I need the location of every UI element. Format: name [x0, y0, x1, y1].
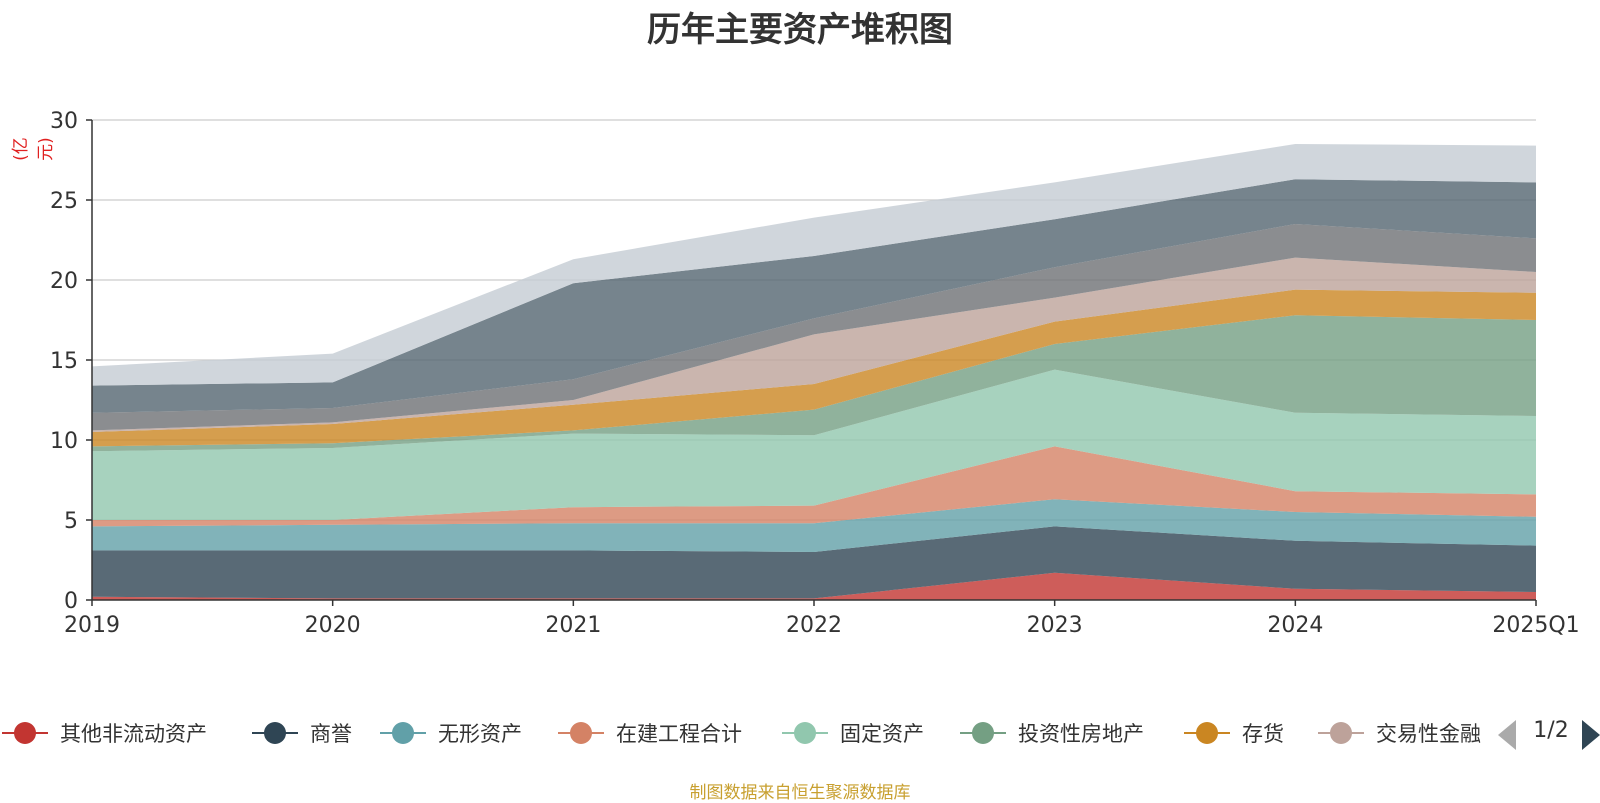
legend-label-0: 其他非流动资产 [60, 722, 207, 746]
y-tick-label-3: 15 [50, 349, 78, 374]
source-note: 制图数据来自恒生聚源数据库 [689, 783, 911, 803]
x-tick-label-4: 2023 [1027, 613, 1083, 638]
legend-item-0[interactable]: 其他非流动资产 [0, 713, 207, 753]
x-tick-label-1: 2020 [305, 613, 361, 638]
legend-items: 其他非流动资产 商誉 无形资产 在建工程合计 固定资产 投资性房地产 存货 交易性金融资产 [0, 713, 1482, 753]
legend-label-4: 固定资产 [840, 722, 924, 746]
legend-label-3: 在建工程合计 [616, 722, 742, 746]
area-series-1[interactable] [92, 526, 1536, 599]
y-tick-label-1: 5 [64, 509, 78, 534]
legend-marker-6 [1182, 713, 1232, 753]
x-tick-label-2: 2021 [545, 613, 601, 638]
legend-item-6[interactable]: 存货 [1182, 713, 1284, 753]
area-series-8[interactable] [92, 224, 1536, 431]
x-tick-label-6: 2025Q1 [1492, 613, 1579, 638]
area-series-3[interactable] [92, 446, 1536, 527]
legend-marker-0 [0, 713, 50, 753]
legend-prev-page-icon[interactable] [1498, 720, 1516, 750]
legend-next-page-icon[interactable] [1582, 720, 1600, 750]
legend-page-indicator: 1/2 [1533, 718, 1569, 743]
area-series-9[interactable] [92, 179, 1536, 413]
x-tick-label-3: 2022 [786, 613, 842, 638]
area-series-2[interactable] [92, 499, 1536, 552]
legend-marker-3 [556, 713, 606, 753]
area-series-5[interactable] [92, 315, 1536, 452]
x-tick-label-0: 2019 [64, 613, 120, 638]
legend-marker-2 [378, 713, 428, 753]
legend: 其他非流动资产 商誉 无形资产 在建工程合计 固定资产 投资性房地产 存货 交易性金融资产 [0, 713, 1600, 753]
legend-label-2: 无形资产 [438, 722, 522, 746]
legend-marker-4 [780, 713, 830, 753]
legend-item-3[interactable]: 在建工程合计 [556, 713, 742, 753]
area-series-4[interactable] [92, 369, 1536, 520]
y-tick-label-6: 30 [50, 109, 78, 134]
area-series-7[interactable] [92, 257, 1536, 432]
legend-item-1[interactable]: 商誉 [250, 713, 352, 753]
legend-item-4[interactable]: 固定资产 [780, 713, 924, 753]
area-series-10[interactable] [92, 144, 1536, 386]
chart-title: 历年主要资产堆积图 [647, 10, 953, 50]
y-tick-label-4: 20 [50, 269, 78, 294]
y-tick-label-2: 10 [50, 429, 78, 454]
legend-label-6: 存货 [1242, 722, 1284, 746]
legend-item-2[interactable]: 无形资产 [378, 713, 522, 753]
legend-item-7[interactable]: 交易性金融资产 [1316, 713, 1482, 753]
legend-label-1: 商誉 [310, 722, 352, 746]
area-series-0[interactable] [92, 572, 1536, 600]
stacked-area-chart: 0 5 10 15 20 25 30 2019 2020 2021 2022 2023 2024 2025… [50, 109, 1580, 638]
area-series-6[interactable] [92, 289, 1536, 447]
legend-item-5[interactable]: 投资性房地产 [958, 713, 1144, 753]
x-tick-label-5: 2024 [1267, 613, 1323, 638]
y-tick-label-5: 25 [50, 189, 78, 214]
legend-label-5: 投资性房地产 [1018, 722, 1144, 746]
y-tick-label-0: 0 [64, 589, 78, 614]
legend-marker-5 [958, 713, 1008, 753]
legend-label-7: 交易性金融资产 [1376, 722, 1482, 746]
legend-marker-7 [1316, 713, 1366, 753]
legend-marker-1 [250, 713, 300, 753]
